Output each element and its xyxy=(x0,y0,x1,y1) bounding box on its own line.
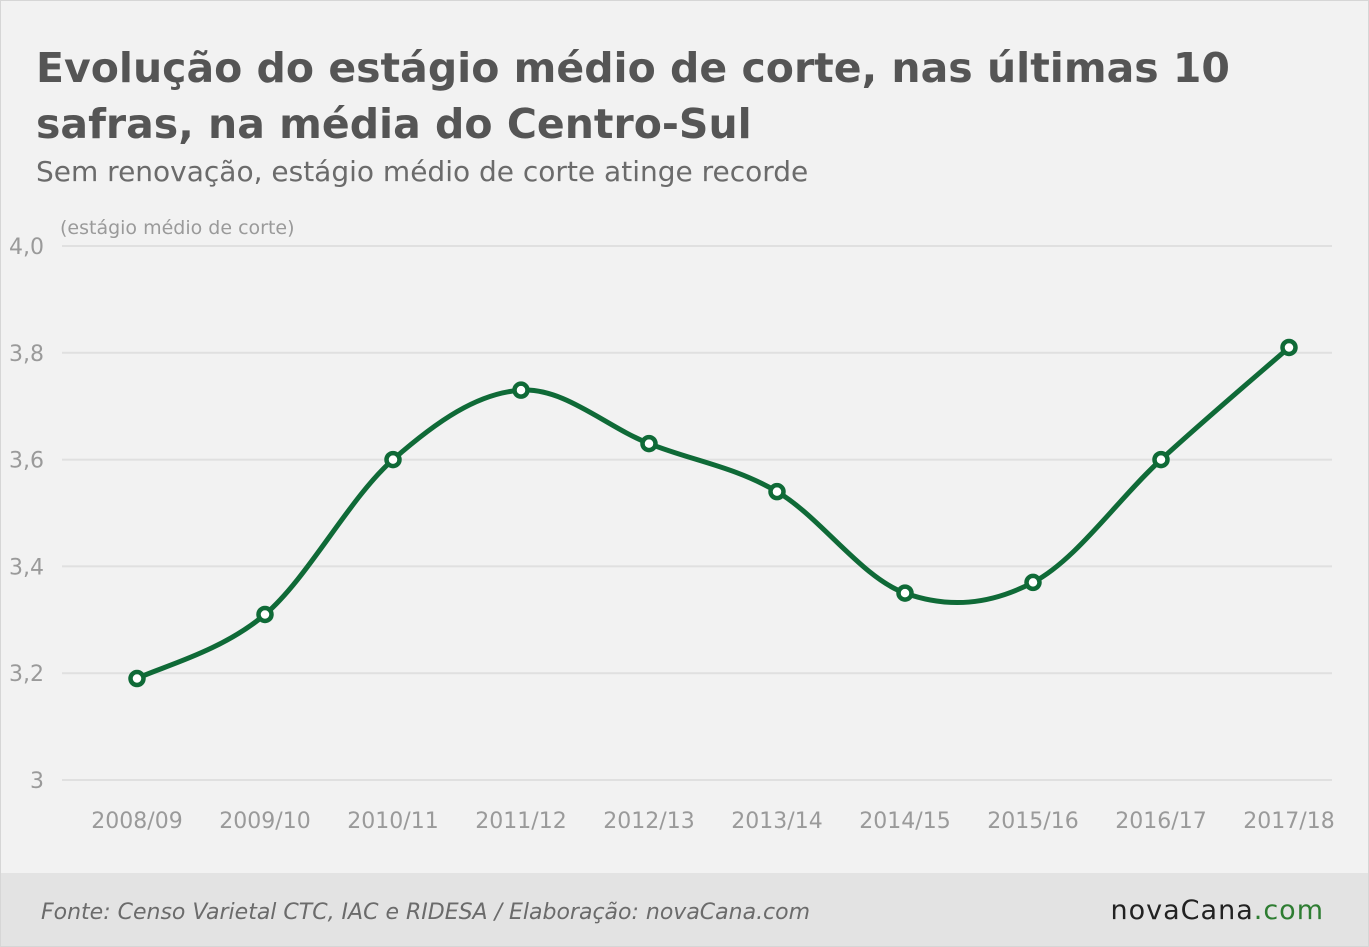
logo-dotcom: .com xyxy=(1253,895,1324,926)
data-point[interactable] xyxy=(1280,338,1298,357)
data-point[interactable] xyxy=(384,450,402,469)
x-axis-ticks: 2008/09 2009/10 2010/11 2011/12 2012/13 2013/… xyxy=(91,809,1334,834)
chart-title: Evolução do estágio médio de corte, nas … xyxy=(36,44,1230,148)
data-point[interactable] xyxy=(768,482,786,501)
data-point[interactable] xyxy=(256,605,274,624)
data-point[interactable] xyxy=(128,669,146,688)
x-tick-label: 2016/17 xyxy=(1115,809,1206,834)
data-point[interactable] xyxy=(512,381,530,399)
x-tick-label: 2010/11 xyxy=(347,809,438,834)
logo-wordmark: novaCana xyxy=(1110,895,1254,926)
y-tick-label: 3,4 xyxy=(9,555,44,580)
y-axis-label: (estágio médio de corte) xyxy=(60,217,295,239)
x-tick-label: 2008/09 xyxy=(91,809,182,834)
x-tick-label: 2015/16 xyxy=(987,809,1078,834)
y-tick-label: 3,6 xyxy=(9,449,44,474)
x-tick-label: 2017/18 xyxy=(1243,809,1334,834)
x-tick-label: 2013/14 xyxy=(731,809,822,834)
chart-subtitle: Sem renovação, estágio médio de corte at… xyxy=(36,155,809,188)
x-tick-label: 2014/15 xyxy=(859,809,950,834)
data-point[interactable] xyxy=(1024,573,1042,592)
y-tick-label: 4,0 xyxy=(9,235,44,260)
y-tick-label: 3 xyxy=(30,769,44,794)
series-line xyxy=(134,344,1292,682)
y-axis-ticks: 3 3,2 3,4 3,6 3,8 4,0 xyxy=(9,235,44,794)
y-tick-label: 3,8 xyxy=(9,342,44,367)
x-tick-label: 2009/10 xyxy=(219,809,310,834)
data-point[interactable] xyxy=(896,584,914,602)
x-tick-label: 2011/12 xyxy=(475,809,566,834)
source-note: Fonte: Censo Varietal CTC, IAC e RIDESA … xyxy=(41,900,811,925)
gridlines xyxy=(62,245,1332,781)
data-point[interactable] xyxy=(1152,450,1170,469)
footer-bar: Fonte: Censo Varietal CTC, IAC e RIDESA … xyxy=(1,873,1368,946)
data-points xyxy=(128,338,1298,688)
x-tick-label: 2012/13 xyxy=(603,809,694,834)
line-chart: 3 3,2 3,4 3,6 3,8 4,0 (estágio médio de corte… xyxy=(9,217,1335,834)
data-point[interactable] xyxy=(640,434,658,453)
novacana-logo[interactable]: novaCana.com xyxy=(1111,895,1324,926)
y-tick-label: 3,2 xyxy=(9,662,44,687)
series-lines xyxy=(134,344,1292,682)
